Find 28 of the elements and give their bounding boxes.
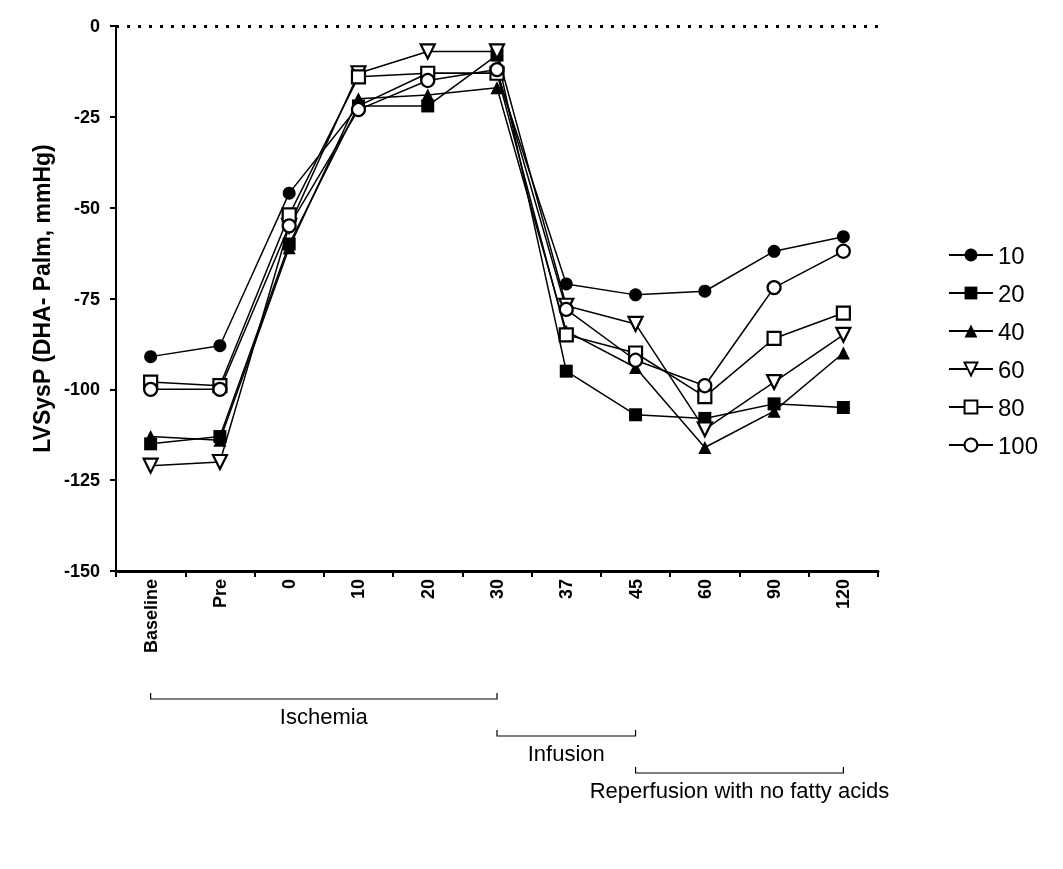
y-tick-label: 0 xyxy=(89,16,100,36)
x-tick-label: 20 xyxy=(417,579,438,600)
legend-label: 80 xyxy=(997,393,1025,421)
legend-label: 20 xyxy=(997,279,1025,307)
legend-label: 60 xyxy=(997,355,1025,383)
y-tick-label: -125 xyxy=(63,470,100,491)
y-tick-label: -75 xyxy=(73,288,100,309)
y-tick-label: -150 xyxy=(63,561,100,581)
y-tick-label: -25 xyxy=(73,106,100,127)
x-tick-label: 120 xyxy=(833,579,854,610)
text: Reperfusion with no fatty acids xyxy=(589,777,890,803)
x-tick-label: 37 xyxy=(556,579,577,600)
x-tick-label: 0 xyxy=(279,579,300,590)
legend-label: 10 xyxy=(997,241,1025,269)
y-axis-title: LVSysP (DHA- Palm, mmHg) xyxy=(28,144,55,453)
x-tick-label: 45 xyxy=(625,579,646,600)
x-tick-label: 90 xyxy=(764,579,785,600)
x-tick-label: 10 xyxy=(348,579,369,600)
legend-label: 40 xyxy=(997,317,1025,345)
x-tick-label: 60 xyxy=(694,579,715,600)
x-tick-label: Baseline xyxy=(140,579,161,654)
x-tick-label: Pre xyxy=(209,579,230,609)
x-tick-label: 30 xyxy=(487,579,507,600)
text: Infusion xyxy=(527,740,605,766)
text: Ischemia xyxy=(279,703,369,729)
y-tick-label: -100 xyxy=(63,379,100,400)
legend-label: 100 xyxy=(997,431,1038,459)
y-tick-label: -50 xyxy=(73,197,100,218)
